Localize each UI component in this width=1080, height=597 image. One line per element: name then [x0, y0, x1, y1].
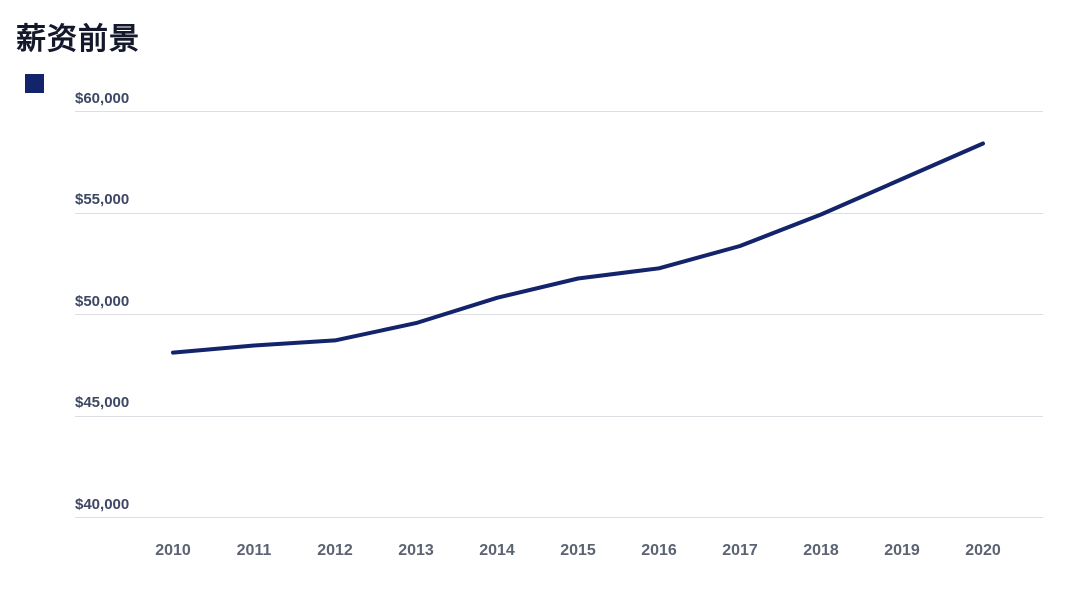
- x-axis-label: 2014: [479, 542, 515, 559]
- x-axis-label: 2017: [722, 542, 758, 559]
- gridline-40000: [75, 517, 1043, 518]
- gridline-55000: [75, 212, 1043, 214]
- x-axis-label: 2020: [965, 542, 1001, 559]
- x-axis-label: 2011: [236, 542, 272, 559]
- salary-trend-line: [171, 141, 985, 355]
- y-axis-label: $40,000: [75, 496, 130, 513]
- y-axis-label: $55,000: [75, 191, 130, 208]
- legend-swatch: [25, 74, 44, 93]
- gridline-45000: [75, 415, 1043, 417]
- y-axis-label: $45,000: [75, 394, 130, 411]
- page-title: 薪资前景: [16, 23, 140, 56]
- y-axis-label: $50,000: [75, 293, 130, 310]
- gridline-50000: [75, 314, 1043, 315]
- x-axis-label: 2018: [803, 542, 839, 559]
- x-axis-label: 2016: [641, 542, 677, 559]
- x-axis-label: 2010: [155, 542, 191, 559]
- y-axis-label: $60,000: [75, 90, 130, 107]
- gridline-60000: [75, 111, 1043, 112]
- x-axis-label: 2013: [398, 542, 434, 559]
- x-axis-label: 2019: [884, 542, 920, 559]
- x-axis-label: 2012: [317, 542, 353, 559]
- x-axis-label: 2015: [560, 542, 596, 559]
